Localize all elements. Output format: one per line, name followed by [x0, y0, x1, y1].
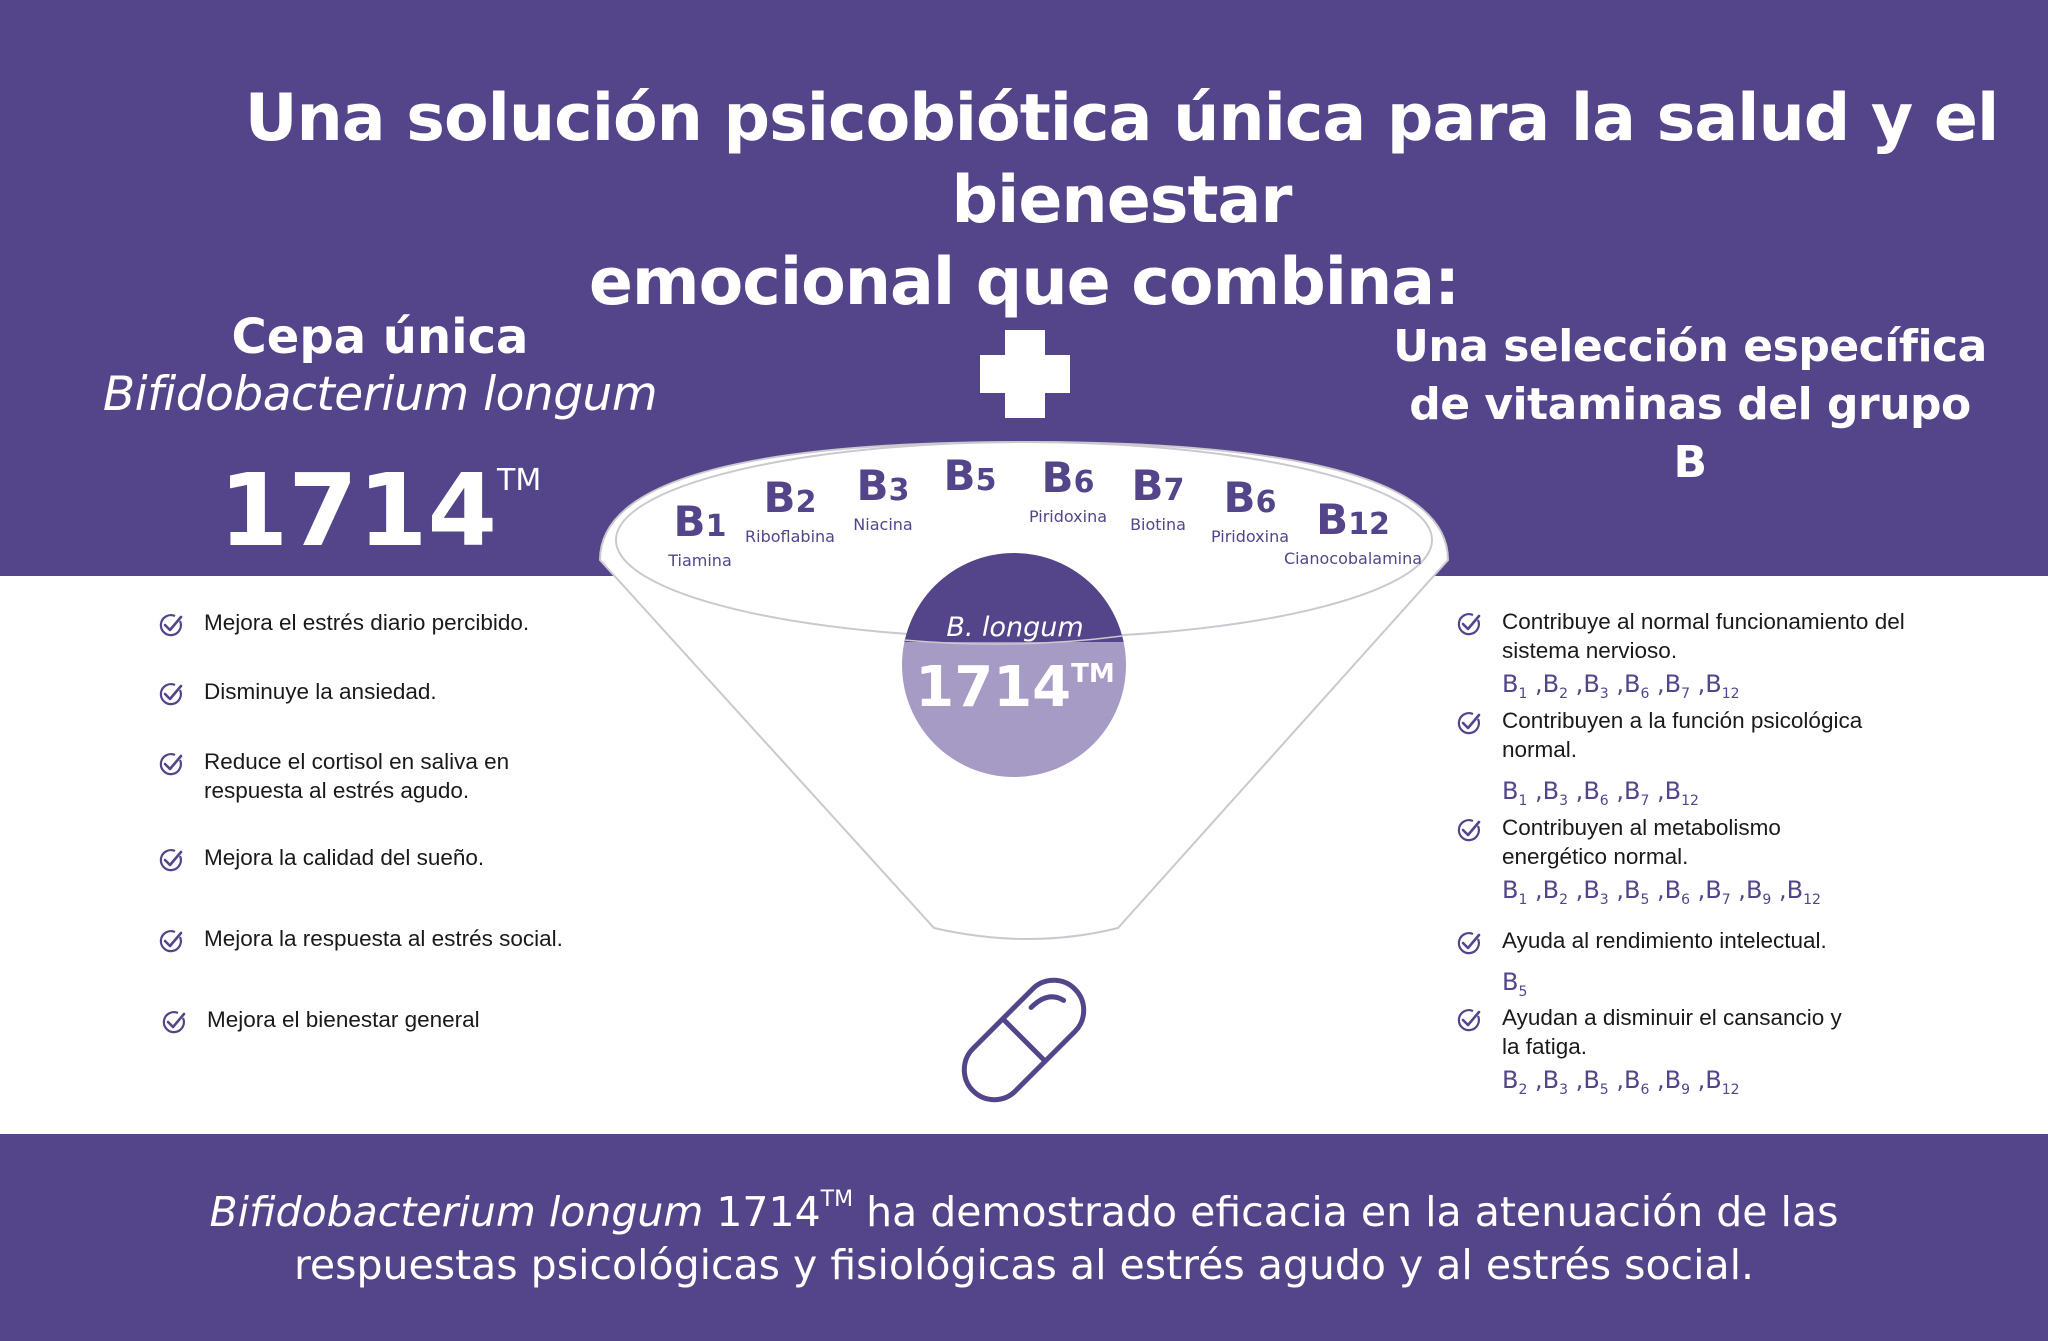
list-item: Contribuyen al metabolismo energético no… [1456, 813, 1936, 915]
vitamins-heading-line-1: Una selección específica [1393, 321, 1987, 372]
check-circle-icon [1457, 712, 1481, 735]
vitamin-code: B6 [1623, 1066, 1650, 1098]
vitamin-code: B6 [1583, 777, 1609, 809]
vitamin-code: B7 [1705, 876, 1731, 908]
vitamin-b3: B3 Niacina [853, 461, 913, 535]
list-item: Mejora la respuesta al estrés social. [158, 924, 638, 954]
check-circle-icon [159, 753, 183, 776]
vitamins-heading-line-2: de vitaminas del grupo B [1409, 379, 1971, 488]
check-circle-icon [159, 849, 183, 872]
check-circle-icon [1457, 613, 1481, 636]
vitamin-code: B9 [1745, 876, 1772, 908]
vitamin-code: B5 [1583, 1066, 1609, 1098]
vitamin-code: B6 [1664, 876, 1691, 908]
vitamin-code: B2 [1542, 876, 1569, 908]
vitamin-code: B12 [1705, 670, 1740, 702]
trademark-mark: TM [497, 463, 542, 498]
circle-rim-overlay [903, 635, 1123, 645]
title-line-2: emocional que combina: [588, 245, 1460, 320]
circle-number: 1714TM [915, 655, 1115, 720]
vitamin-code: B9 [1664, 1066, 1691, 1098]
list-item: Disminuye la ansiedad. [158, 677, 638, 707]
vitamin-code: B12 [1664, 777, 1699, 809]
list-item: Mejora la calidad del sueño. [158, 843, 638, 873]
vitamin-codes: B5 [1502, 967, 1942, 1007]
vitamin-b6: B6 Piridoxina [1028, 453, 1108, 527]
check-circle-icon [159, 683, 183, 706]
vitamin-code: B12 [1705, 1066, 1740, 1098]
strain-species: Bifidobacterium longum [102, 367, 658, 422]
check-circle-icon [159, 614, 183, 637]
bottom-statement: Bifidobacterium longum 1714TM ha demostr… [0, 1173, 2048, 1292]
vitamin-codes: B1 ,B2 ,B3 ,B6 ,B7 ,B12 [1502, 670, 1740, 702]
list-item: Contribuye al normal funcionamiento del … [1456, 607, 1936, 709]
vitamin-code: B5 [1623, 876, 1650, 908]
vitamin-codes: B1 ,B3 ,B6 ,B7 ,B12 [1502, 777, 1699, 809]
vitamin-code: B7 [1623, 777, 1650, 809]
circle-species: B. longum [946, 612, 1084, 643]
bottom-line-1: Bifidobacterium longum 1714TM ha demostr… [209, 1187, 1839, 1236]
bottom-banner [0, 1134, 2048, 1341]
vitamin-codes: B2 ,B3 ,B5 ,B6 ,B9 ,B12 [1502, 1066, 1740, 1098]
vitamin-b2: B2 Riboflabina [745, 473, 835, 547]
vitamin-code: B3 [1542, 1066, 1569, 1098]
vitamin-b7: B7 Biotina [1130, 461, 1186, 535]
vitamin-code: B3 [1542, 777, 1569, 809]
vitamins-heading: Una selección específica de vitaminas de… [1390, 318, 1990, 492]
list-item: Ayuda al rendimiento intelectual. B5 [1456, 926, 1936, 1007]
bottom-line-2: respuestas psicológicas y fisiológicas a… [293, 1241, 1755, 1289]
check-circle-icon [1457, 1009, 1481, 1032]
vitamin-code: B3 [1583, 670, 1609, 702]
list-item: Contribuyen a la función psicológica nor… [1456, 706, 1936, 816]
vitamin-code: B2 [1502, 1066, 1528, 1098]
page-title: Una solución psicobiótica única para la … [0, 78, 2048, 324]
strain-number: 1714TM [100, 426, 660, 566]
circle-upper [904, 553, 1124, 642]
check-circle-icon [159, 930, 183, 953]
circle-lower [902, 642, 1126, 777]
probiotic-circle-label: B. longum 1714TM [905, 612, 1125, 718]
vitamin-b1: B1 Tiamina [668, 497, 732, 571]
vitamin-code: B5 [1502, 968, 1528, 1000]
vitamin-codes: B1 ,B2 ,B3 ,B5 ,B6 ,B7 ,B9 ,B12 [1502, 876, 1821, 908]
vitamin-code: B3 [1583, 876, 1609, 908]
list-item: Ayudan a disminuir el cansancio y la fat… [1456, 1003, 1936, 1105]
check-circle-icon [1457, 819, 1481, 842]
vitamin-b12: B12 Cianocobalamina [1283, 495, 1423, 569]
vitamin-code: B6 [1623, 670, 1650, 702]
title-line-1: Una solución psicobiótica única para la … [244, 81, 2000, 238]
vitamin-code: B1 [1502, 670, 1528, 702]
list-item: Mejora el bienestar general [161, 1005, 641, 1035]
vitamin-code: B1 [1502, 777, 1528, 809]
strain-label: Cepa única [231, 309, 529, 365]
capsule-icon [961, 977, 1087, 1103]
list-item: Reduce el cortisol en saliva en respuest… [158, 747, 558, 805]
vitamin-b5: B5 [943, 451, 997, 500]
vitamin-b6-second: B6 Piridoxina [1210, 473, 1290, 547]
vitamin-code: B7 [1664, 670, 1691, 702]
strain-number-value: 1714 [218, 452, 498, 569]
vitamin-code: B12 [1786, 876, 1821, 908]
check-circle-icon [162, 1011, 186, 1034]
vitamin-code: B2 [1542, 670, 1569, 702]
list-item: Mejora el estrés diario percibido. [158, 608, 638, 638]
strain-heading: Cepa única Bifidobacterium longum 1714TM [100, 308, 660, 566]
vitamin-code: B1 [1502, 876, 1528, 908]
check-circle-icon [1457, 932, 1481, 955]
